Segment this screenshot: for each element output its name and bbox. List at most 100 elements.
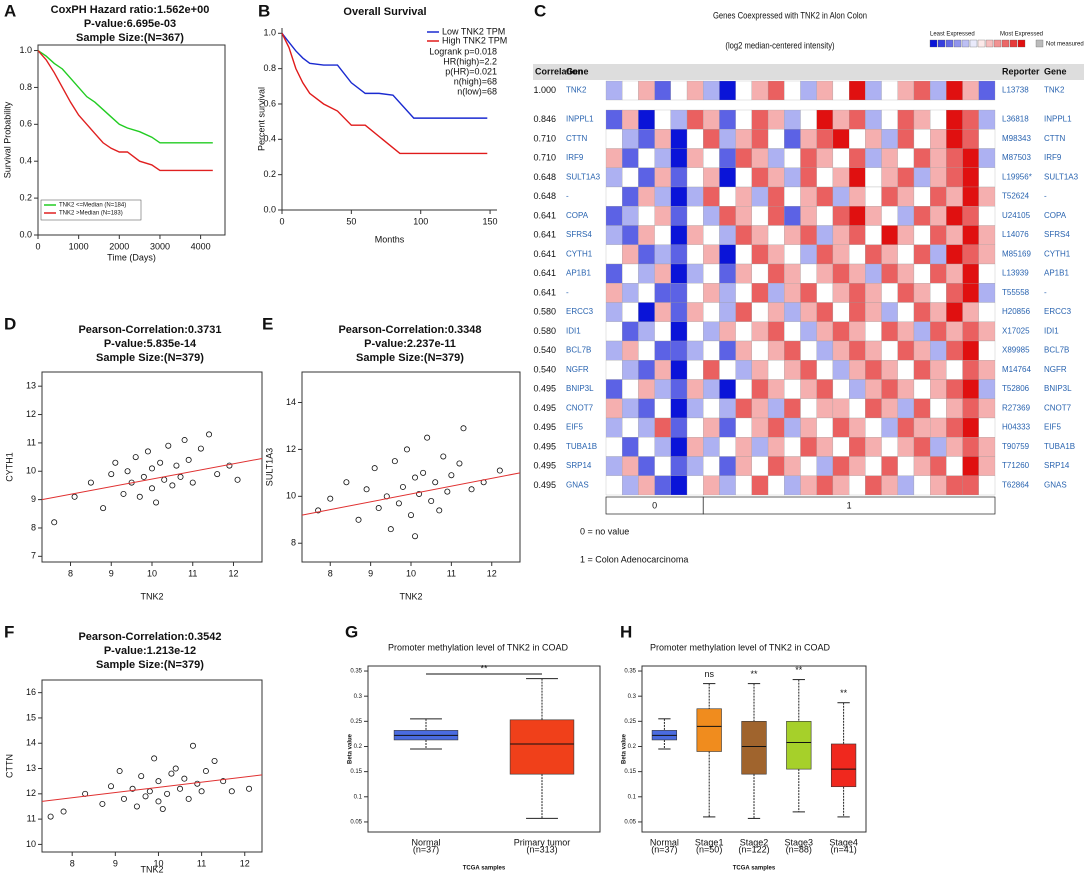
heat-cell [978, 456, 996, 476]
heat-cell [946, 340, 963, 361]
heat-cell [913, 263, 931, 284]
scale-swatch [969, 39, 978, 48]
heat-cell [930, 109, 947, 130]
y-tick-label: 11 [27, 437, 36, 447]
point [164, 790, 171, 797]
chart-title: Promoter methylation level of TNK2 in CO… [650, 642, 830, 652]
heat-cell [654, 321, 671, 342]
heat-cell [751, 398, 769, 419]
heat-cell [654, 206, 671, 226]
heat-cell [849, 129, 866, 149]
gene-label: TUBA1B [566, 442, 597, 451]
heat-cell [605, 340, 623, 361]
n-label: (n=41) [830, 844, 856, 854]
heat-cell [670, 360, 688, 380]
heat-cell [816, 186, 834, 207]
y-tick-label: 16 [26, 687, 36, 697]
heat-cell [849, 263, 866, 284]
heat-cell [670, 398, 688, 419]
heat-cell [913, 129, 931, 149]
category-label: Stage1 [695, 837, 724, 847]
gene-label: EIF5 [566, 423, 583, 432]
heat-cell [930, 167, 947, 188]
heat-cell [654, 398, 671, 419]
legend-label: High TNK2 TPM [442, 35, 507, 45]
heat-cell [881, 283, 898, 303]
gene-label: ERCC3 [1044, 307, 1072, 316]
heat-cell [703, 437, 720, 457]
significance: ** [840, 688, 848, 698]
panel-label: H [620, 622, 632, 641]
category-label: Stage2 [740, 837, 769, 847]
heat-cell [849, 398, 866, 419]
gene-label: NGFR [1044, 365, 1067, 374]
heat-cell [767, 148, 785, 168]
heat-cell [735, 225, 753, 245]
gene-label: IRF9 [1044, 153, 1062, 162]
heat-cell [930, 283, 947, 303]
chart-title: P-value:2.237e-11 [364, 338, 456, 350]
heat-cell [897, 244, 915, 265]
heat-cell [751, 80, 769, 101]
heat-cell [946, 129, 963, 149]
heat-cell [605, 129, 623, 149]
reporter-label: T71260 [1002, 461, 1030, 470]
correlation: 0.495 [533, 441, 556, 451]
heat-cell [719, 129, 736, 149]
heat-cell [816, 109, 834, 130]
heat-cell [800, 417, 817, 438]
point [214, 471, 221, 478]
point [185, 456, 192, 463]
x-tick-label: 50 [346, 216, 356, 226]
scale-swatch [961, 39, 970, 48]
point [391, 458, 398, 465]
heat-cell [735, 417, 753, 438]
heat-cell [930, 379, 947, 399]
chart-title: Promoter methylation level of TNK2 in CO… [388, 642, 568, 652]
heat-cell [816, 475, 834, 496]
heat-cell [622, 225, 639, 245]
heat-cell [784, 398, 801, 419]
x-axis-label: TCGA samples [463, 866, 506, 872]
reporter-label: M14764 [1002, 365, 1031, 374]
gene-label: SRP14 [1044, 461, 1070, 470]
heat-cell [865, 379, 882, 399]
heat-cell [865, 475, 882, 496]
heat-cell [622, 398, 639, 419]
heat-cell [638, 398, 655, 419]
n-label: (n=50) [696, 844, 722, 854]
heat-cell [703, 456, 720, 476]
point [327, 495, 334, 502]
heat-cell [605, 263, 623, 284]
y-axis-label: Survival Probability [2, 101, 12, 178]
heat-cell [800, 283, 817, 303]
point [226, 462, 233, 469]
correlation: 0.580 [533, 326, 556, 336]
heat-cell [865, 148, 882, 168]
y-tick-label: 14 [26, 738, 36, 748]
heat-cell [735, 302, 753, 322]
x-axis-label: TCGA samples [733, 866, 776, 872]
correlation: 0.641 [533, 287, 556, 297]
heat-cell [913, 283, 931, 303]
heat-cell [849, 109, 866, 130]
panel-label: B [258, 1, 270, 20]
correlation: 0.641 [533, 210, 556, 220]
heat-cell [800, 398, 817, 419]
y-tick-label: 12 [26, 409, 36, 419]
gene-label: - [566, 192, 569, 201]
point [142, 793, 149, 800]
y-tick-label: 0.1 [628, 794, 637, 800]
heat-cell [605, 244, 623, 265]
scale-swatch [937, 39, 946, 48]
point [355, 516, 362, 523]
chart-title: P-value:1.213e-12 [104, 645, 196, 657]
heat-cell [719, 109, 736, 130]
correlation: 0.710 [533, 133, 556, 143]
gene-label: INPPL1 [1044, 115, 1072, 124]
heat-cell [719, 379, 736, 399]
chart-subtitle: (log2 median-centered intensity) [725, 40, 834, 51]
heat-cell [800, 321, 817, 342]
heat-cell [654, 437, 671, 457]
heat-cell [816, 437, 834, 457]
